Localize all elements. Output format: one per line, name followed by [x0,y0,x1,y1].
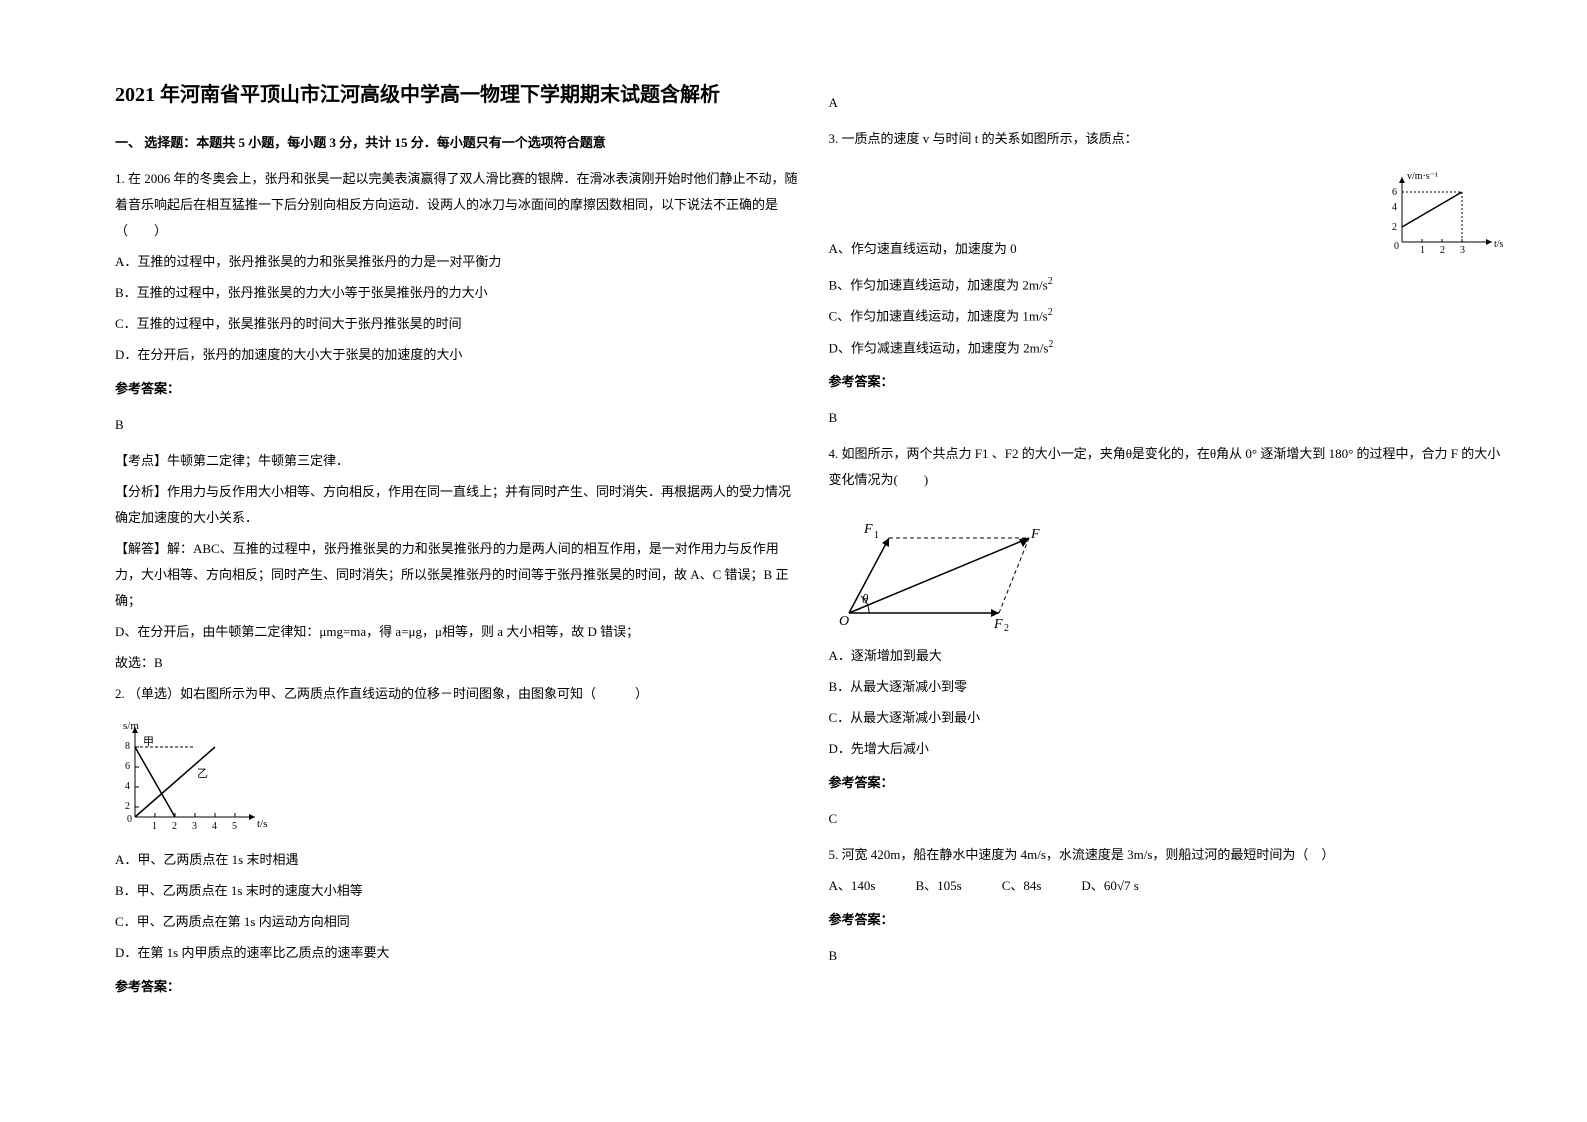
svg-text:2: 2 [172,821,177,832]
q3-answer-label: 参考答案： [829,369,1513,395]
q1-option-a: A．互推的过程中，张丹推张昊的力和张昊推张丹的力是一对平衡力 [115,249,799,275]
svg-text:3: 3 [192,821,197,832]
q3-stem: 3. 一质点的速度 v 与时间 t 的关系如图所示，该质点： [829,126,1513,152]
q4-option-a: A．逐渐增加到最大 [829,643,1513,669]
q1-answer-label: 参考答案： [115,376,799,402]
q2-stem: 2. （单选）如右图所示为甲、乙两质点作直线运动的位移－时间图象，由图象可知（ … [115,681,799,707]
doc-title: 2021 年河南省平顶山市江河高级中学高一物理下学期期末试题含解析 [115,80,799,110]
q3-option-a: A、作匀速直线运动，加速度为 0 [829,236,1373,262]
q2-option-d: D．在第 1s 内甲质点的速率比乙质点的速率要大 [115,940,799,966]
svg-text:6: 6 [1392,187,1397,198]
q4-stem: 4. 如图所示，两个共点力 F1 、F2 的大小一定，夹角θ是变化的，在θ角从 … [829,441,1513,493]
q1-option-d: D．在分开后，张丹的加速度的大小大于张昊的加速度的大小 [115,342,799,368]
svg-text:t/s: t/s [257,818,267,830]
svg-text:4: 4 [125,781,130,792]
svg-text:4: 4 [1392,202,1397,213]
q2-option-c: C．甲、乙两质点在第 1s 内运动方向相同 [115,909,799,935]
q2-answer-label: 参考答案： [115,974,799,1000]
q4-graph: O F 1 F 2 F θ [829,503,1513,633]
q2-answer: A [829,90,1513,116]
q4-answer-label: 参考答案： [829,770,1513,796]
svg-text:2: 2 [1392,222,1397,233]
q5-answer: B [829,943,1513,969]
q4-option-d: D．先增大后减小 [829,736,1513,762]
svg-text:甲: 甲 [143,736,154,748]
q1-option-c: C．互推的过程中，张昊推张丹的时间大于张丹推张昊的时间 [115,311,799,337]
q2-option-b: B．甲、乙两质点在 1s 末时的速度大小相等 [115,878,799,904]
svg-text:1: 1 [1420,245,1425,256]
q3-graph: v/m·s⁻¹ t/s 0 1 2 3 2 4 6 [1372,167,1512,257]
svg-text:2: 2 [1004,623,1009,633]
svg-text:乙: 乙 [197,767,208,780]
svg-text:0: 0 [127,814,132,825]
svg-text:F: F [993,617,1003,632]
svg-text:v/m·s⁻¹: v/m·s⁻¹ [1407,171,1438,182]
q4-answer: C [829,806,1513,832]
q1-option-b: B．互推的过程中，张丹推张昊的力大小等于张昊推张丹的力大小 [115,280,799,306]
q5-option-a: A、140s [829,873,876,899]
q3-option-c: C、作匀加速直线运动，加速度为 1m/s2 [829,303,1513,329]
svg-text:2: 2 [125,801,130,812]
q3-option-b: B、作匀加速直线运动，加速度为 2m/s2 [829,272,1513,298]
svg-text:3: 3 [1460,245,1465,256]
q2-graph: s/m t/s 0 1 2 3 4 5 2 4 6 8 [115,717,799,837]
q1-explain1: 【解答】解：ABC、互推的过程中，张丹推张昊的力和张昊推张丹的力是两人间的相互作… [115,536,799,614]
q2-option-a: A．甲、乙两质点在 1s 末时相遇 [115,847,799,873]
q5-option-b: B、105s [915,873,961,899]
q1-explain3: 故选：B [115,650,799,676]
q1-answer: B [115,412,799,438]
q5-option-c: C、84s [1002,873,1042,899]
q5-options: A、140s B、105s C、84s D、60√7 s [829,873,1513,899]
svg-text:1: 1 [874,530,879,541]
q4-option-c: C．从最大逐渐减小到最小 [829,705,1513,731]
q1-stem: 1. 在 2006 年的冬奥会上，张丹和张昊一起以完美表演赢得了双人滑比赛的银牌… [115,166,799,244]
q1-point: 【考点】牛顿第二定律；牛顿第三定律． [115,448,799,474]
svg-text:O: O [839,614,849,629]
q5-answer-label: 参考答案： [829,907,1513,933]
svg-text:8: 8 [125,741,130,752]
svg-text:5: 5 [232,821,237,832]
svg-text:4: 4 [212,821,217,832]
svg-text:0: 0 [1394,241,1399,252]
svg-text:6: 6 [125,761,130,772]
q1-explain2: D、在分开后，由牛顿第二定律知：μmg=ma，得 a=μg，μ相等，则 a 大小… [115,619,799,645]
svg-text:2: 2 [1440,245,1445,256]
q5-option-d: D、60√7 s [1081,873,1138,899]
q3-answer: B [829,405,1513,431]
svg-text:F: F [863,522,873,537]
section-heading: 一、 选择题：本题共 5 小题，每小题 3 分，共计 15 分．每小题只有一个选… [115,130,799,156]
svg-text:θ: θ [862,591,869,606]
svg-text:1: 1 [152,821,157,832]
q1-analysis: 【分析】作用力与反作用大小相等、方向相反，作用在同一直线上；并有同时产生、同时消… [115,479,799,531]
svg-text:t/s: t/s [1494,239,1504,250]
q3-option-d: D、作匀减速直线运动，加速度为 2m/s2 [829,335,1513,361]
svg-text:s/m: s/m [123,720,139,732]
q5-stem: 5. 河宽 420m，船在静水中速度为 4m/s，水流速度是 3m/s，则船过河… [829,842,1513,868]
q4-option-b: B．从最大逐渐减小到零 [829,674,1513,700]
svg-text:F: F [1030,527,1040,542]
